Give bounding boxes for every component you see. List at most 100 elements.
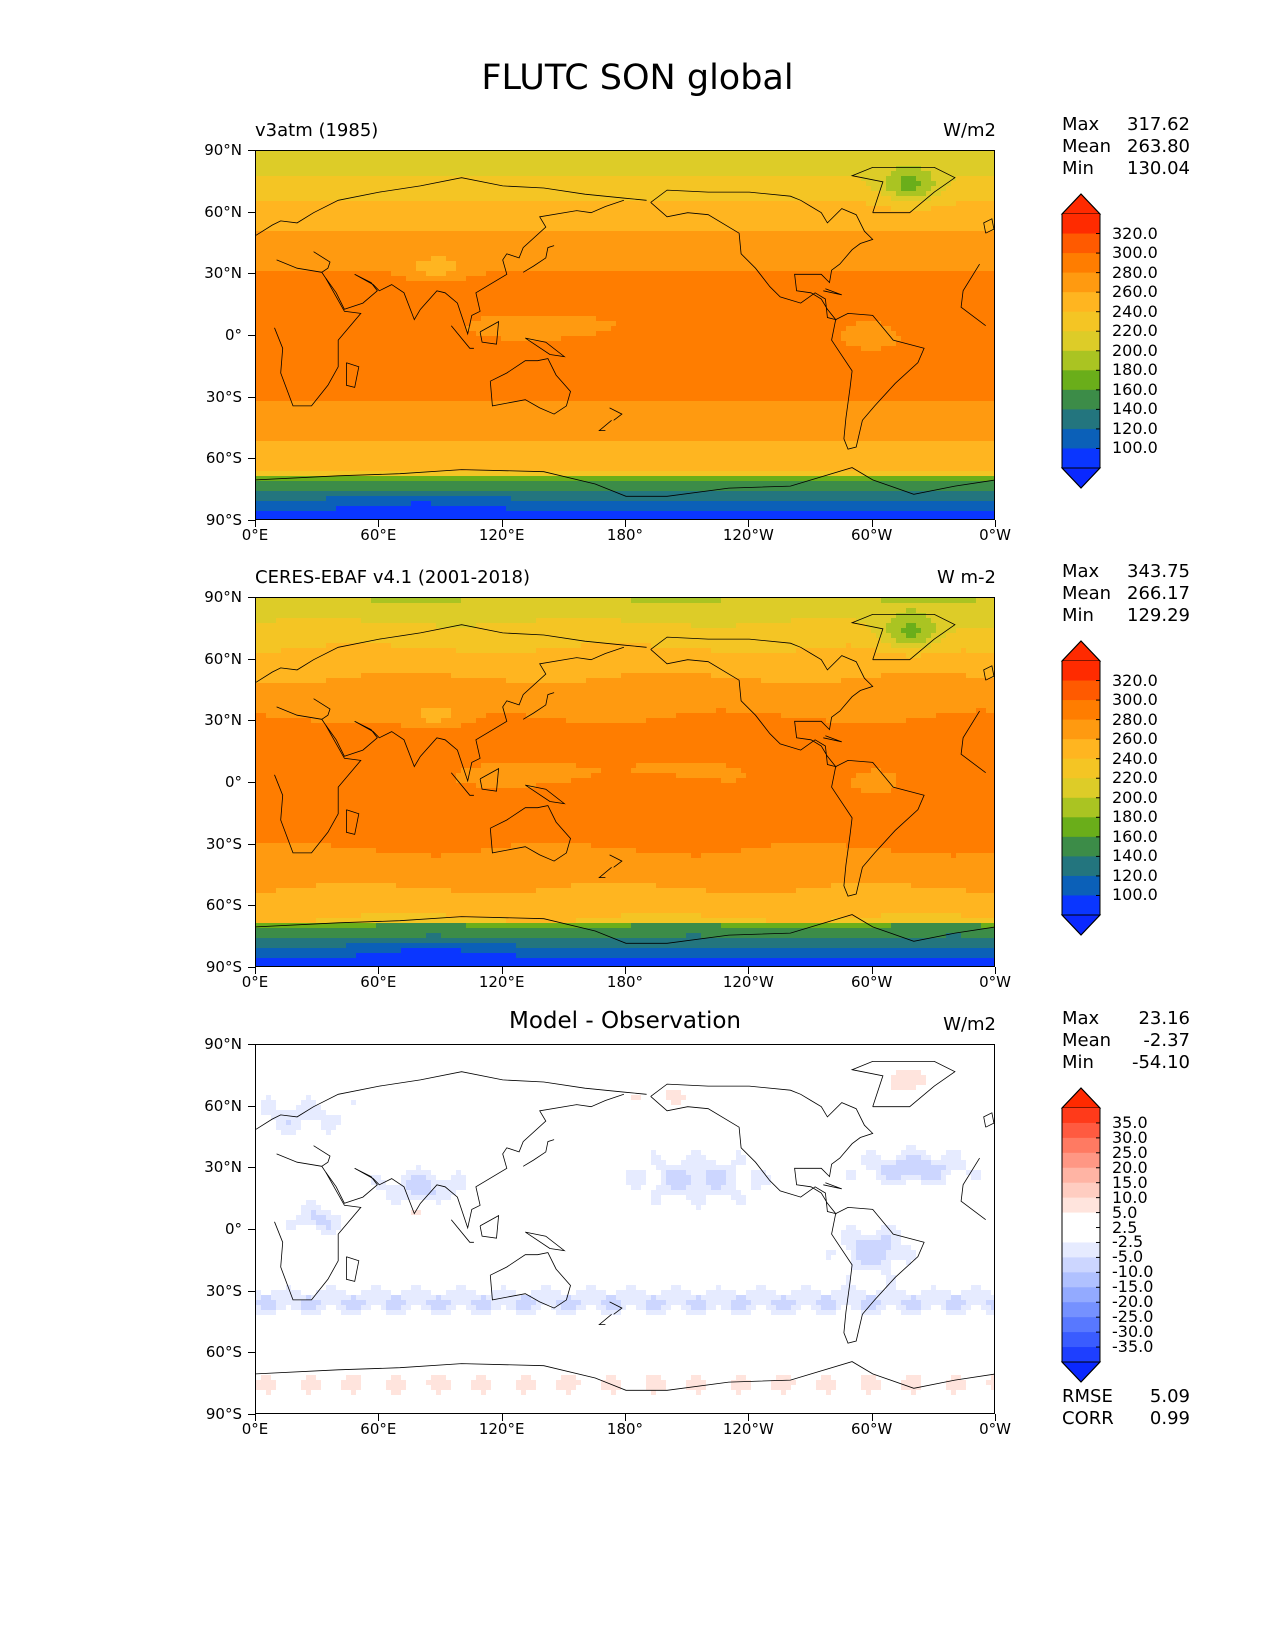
map-cell (256, 1075, 892, 1081)
map-cell (901, 1300, 922, 1306)
colorbar-segment (1062, 758, 1100, 779)
map-cell (256, 868, 994, 874)
map-cell (766, 1285, 802, 1291)
map-cell (351, 1100, 357, 1106)
map-cell (301, 1380, 322, 1386)
map-cell (906, 1260, 912, 1266)
map-cell (256, 286, 994, 292)
map-cell (276, 1300, 302, 1306)
map-cell (876, 1375, 907, 1381)
map-cell (971, 1175, 982, 1181)
map-cell (451, 888, 537, 894)
map-cell (686, 933, 702, 939)
colorbar-segment (1062, 350, 1100, 371)
map-cell (936, 713, 994, 719)
x-tick-label: 60°W (850, 1420, 893, 1438)
map-cell (386, 1180, 402, 1186)
map-cell (256, 933, 427, 939)
map-cell (256, 326, 467, 332)
map-cell (256, 758, 994, 764)
map-cell (621, 1380, 647, 1386)
map-cell (906, 633, 917, 639)
map-cell (646, 718, 827, 724)
map-cell (656, 1150, 692, 1156)
map-cell (581, 1380, 602, 1386)
map-cell (256, 1240, 842, 1246)
map-cell (866, 181, 887, 187)
map-cell (781, 1295, 787, 1301)
map-cell (661, 1200, 692, 1206)
map-cell (386, 1195, 452, 1201)
map-cell (751, 1170, 767, 1176)
map-cell (256, 301, 994, 307)
coastline (831, 759, 925, 897)
map-cell (516, 1305, 532, 1311)
x-tick-mark (748, 1414, 750, 1421)
map-cell (321, 1385, 342, 1391)
colorbar-label: 120.0 (1112, 865, 1158, 885)
map-cell (461, 1170, 627, 1176)
map-cell (306, 1295, 312, 1301)
map-svg (256, 598, 994, 966)
map-cell (666, 1160, 682, 1166)
stat-max-value: 343.75 (1127, 561, 1190, 582)
map-cell (931, 643, 994, 649)
map-cell (601, 1380, 622, 1386)
map-cell (886, 1285, 897, 1291)
map-cell (466, 1185, 632, 1191)
map-cell (706, 1175, 727, 1181)
map-cell (426, 1175, 437, 1181)
map-cell (741, 768, 872, 774)
y-tick-label: 90°N (204, 1035, 242, 1053)
map-cell (256, 618, 277, 624)
map-cell (856, 1240, 892, 1246)
colorbar-label: 100.0 (1112, 885, 1158, 905)
map-cell (556, 1380, 582, 1386)
map-cell (256, 823, 994, 829)
map-cell (311, 1095, 632, 1101)
map-cell (886, 623, 907, 629)
map-cell (886, 181, 902, 187)
map-cell (421, 713, 452, 719)
map-cell (736, 1185, 752, 1191)
map-cell (256, 1300, 277, 1306)
map-cell (961, 913, 994, 919)
map-cell (726, 1170, 737, 1176)
colorbar-label: 320.0 (1112, 223, 1158, 243)
map-cell (991, 1385, 994, 1391)
map-cell (391, 1290, 402, 1296)
map-cell (471, 1300, 492, 1306)
map-cell (256, 446, 994, 452)
colorbar-label: 300.0 (1112, 690, 1158, 710)
map-cell (686, 1385, 707, 1391)
panel-subtitle: v3atm (1985) (255, 120, 379, 141)
colorbar-segment (1062, 719, 1100, 740)
map-cell (371, 1285, 382, 1291)
map-cell (316, 1225, 327, 1231)
coastline (313, 698, 331, 720)
map-cell (456, 1170, 462, 1176)
y-tick-label: 30°S (205, 1281, 242, 1300)
map-cell (256, 1145, 907, 1151)
map-cell (586, 1305, 597, 1311)
map-cell (856, 1170, 877, 1176)
map-cell (256, 1070, 897, 1076)
x-tick-mark (255, 1414, 256, 1421)
map-cell (326, 1305, 337, 1311)
map-cell (881, 321, 994, 327)
map-cell (576, 1310, 602, 1316)
map-cell (256, 236, 994, 242)
map-cell (256, 723, 402, 729)
map-cell (921, 1180, 947, 1186)
map-cell (821, 1305, 837, 1311)
map-cell (416, 261, 457, 267)
map-cell (501, 1305, 507, 1311)
map-cell (876, 1230, 902, 1236)
map-cell (966, 1310, 987, 1316)
map-cell (301, 1385, 322, 1391)
map-cell (896, 613, 927, 619)
map-cell (906, 1375, 922, 1381)
x-tick-label: 180° (606, 973, 644, 991)
map-cell (581, 1300, 602, 1306)
map-cell (691, 1180, 707, 1186)
